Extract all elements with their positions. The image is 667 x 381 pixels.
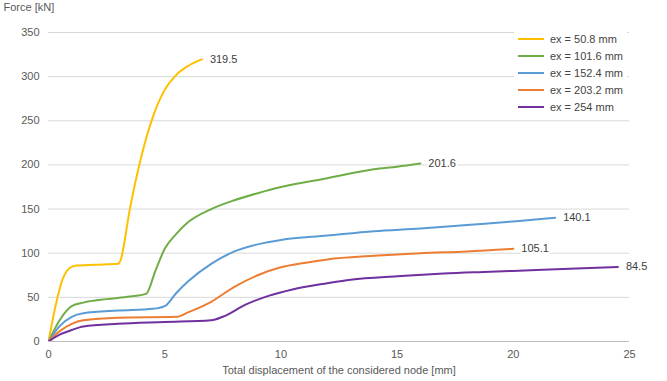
svg-text:319.5: 319.5 — [210, 53, 238, 65]
svg-text:105.1: 105.1 — [521, 242, 549, 254]
html-text:ex = 254 mm: ex = 254 mm — [549, 100, 614, 113]
svg-text:84.5: 84.5 — [626, 260, 647, 272]
svg-text:150: 150 — [21, 203, 39, 215]
html-text:ex = 50.8 mm: ex = 50.8 mm — [549, 32, 617, 45]
svg-text:20: 20 — [507, 348, 519, 360]
svg-text:Total displacement of the cons: Total displacement of the considered nod… — [222, 364, 456, 376]
html-text:ex = 101.6 mm: ex = 101.6 mm — [549, 49, 623, 62]
svg-text:Force [kN]: Force [kN] — [4, 1, 55, 13]
svg-text:50: 50 — [27, 291, 39, 303]
svg-text:5: 5 — [162, 348, 168, 360]
svg-text:0: 0 — [33, 335, 39, 347]
svg-text:350: 350 — [21, 26, 39, 38]
svg-text:0: 0 — [45, 348, 51, 360]
svg-text:201.6: 201.6 — [428, 157, 456, 169]
svg-text:10: 10 — [275, 348, 287, 360]
html-text:ex = 203.2 mm: ex = 203.2 mm — [549, 83, 623, 96]
svg-text:25: 25 — [623, 348, 635, 360]
html-text:ex = 152.4 mm: ex = 152.4 mm — [549, 66, 623, 79]
svg-text:15: 15 — [391, 348, 403, 360]
svg-text:250: 250 — [21, 114, 39, 126]
svg-text:300: 300 — [21, 70, 39, 82]
svg-text:100: 100 — [21, 247, 39, 259]
svg-text:200: 200 — [21, 158, 39, 170]
svg-text:140.1: 140.1 — [563, 211, 591, 223]
